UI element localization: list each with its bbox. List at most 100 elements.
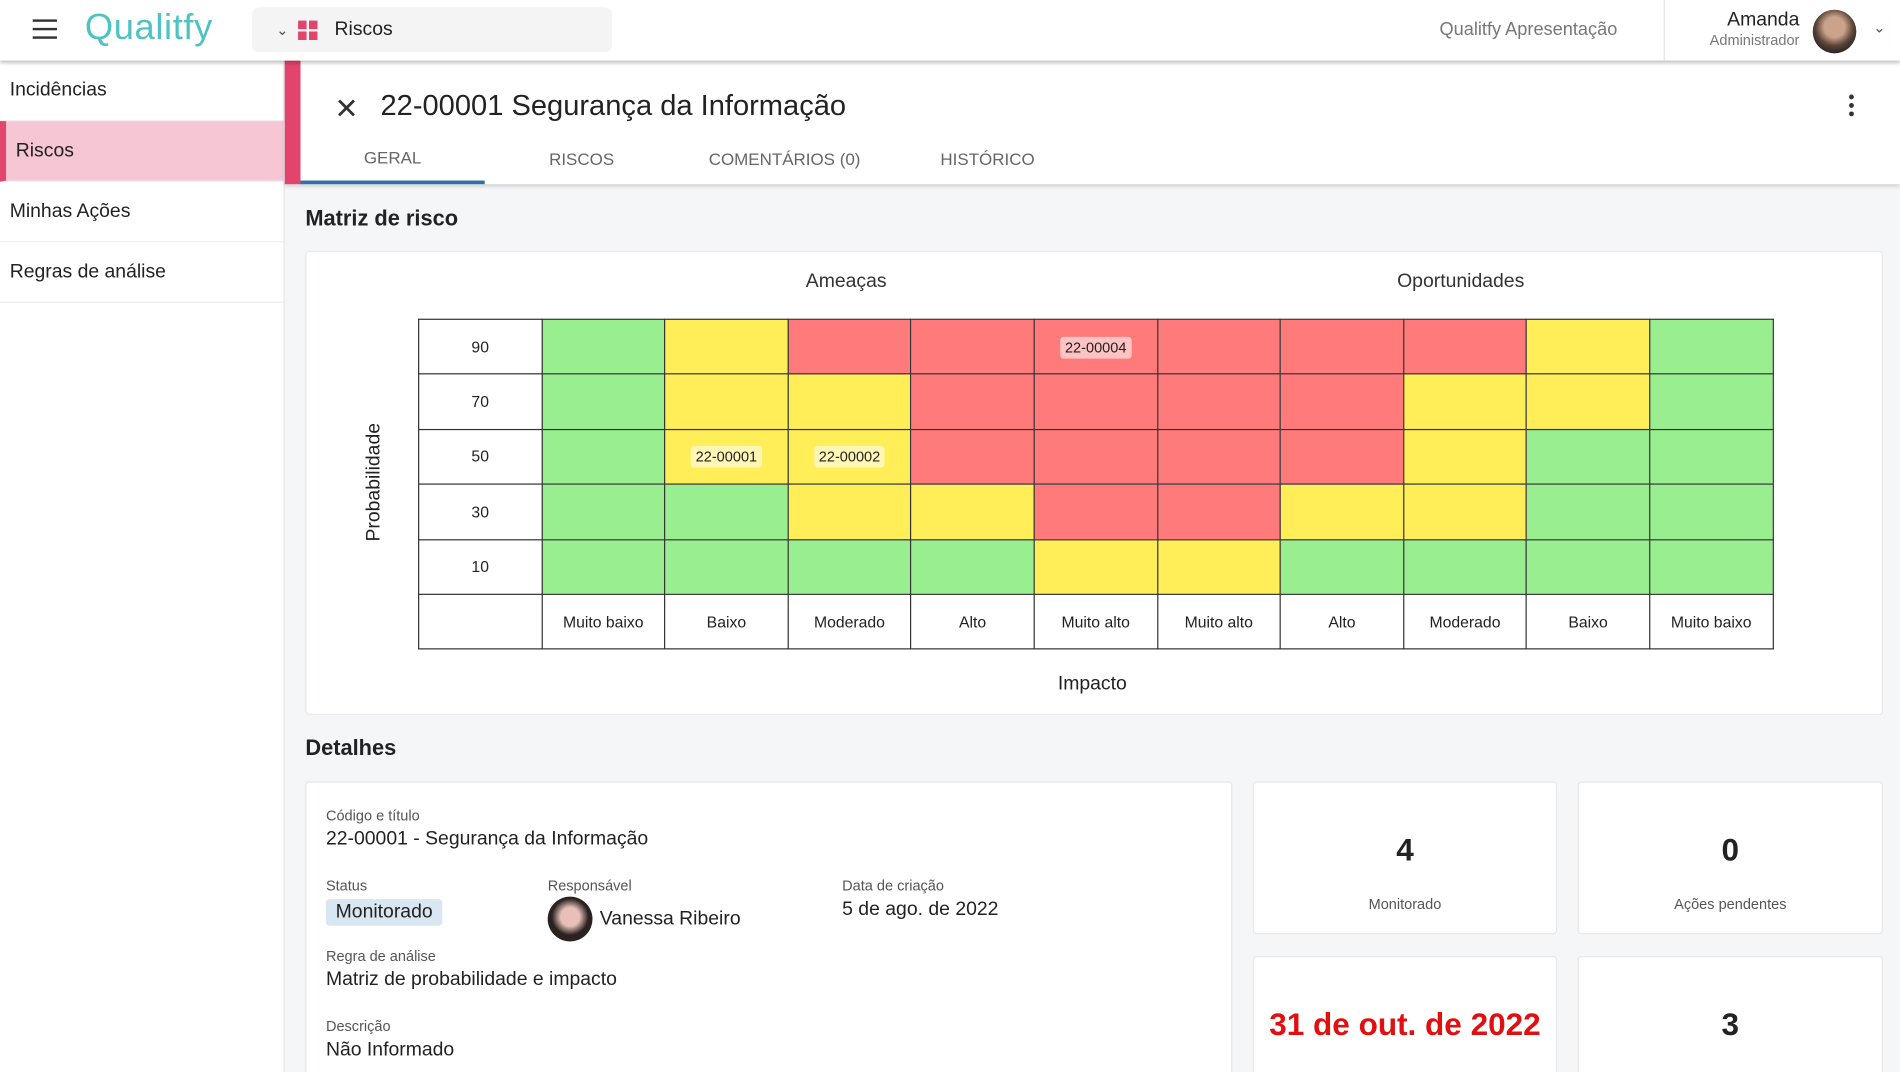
chevron-down-icon: ⌄ [276, 21, 289, 39]
column-label: Muito baixo [1649, 593, 1774, 650]
kpi-card: 3 [1577, 956, 1883, 1072]
matrix-cell[interactable] [1525, 483, 1651, 540]
matrix-cell[interactable] [1649, 428, 1774, 485]
matrix-cell[interactable]: 22-00001 [664, 428, 789, 485]
matrix-cell[interactable] [910, 373, 1035, 430]
matrix-cell[interactable] [910, 538, 1035, 595]
matrix-cell[interactable] [1033, 428, 1158, 485]
risk-marker[interactable]: 22-00004 [1060, 336, 1132, 359]
matrix-cell[interactable] [541, 483, 666, 540]
hamburger-menu-icon[interactable] [32, 19, 57, 39]
description-value: Não Informado [325, 1039, 455, 1061]
kpi-value: 0 [1721, 831, 1740, 868]
sidebar-item-riscos[interactable]: Riscos [0, 121, 284, 182]
risk-marker[interactable]: 22-00001 [690, 446, 762, 469]
matrix-cell[interactable] [1033, 538, 1158, 595]
matrix-cell[interactable] [541, 538, 666, 595]
module-selector[interactable]: ⌄ Riscos [252, 7, 612, 53]
matrix-cell[interactable] [910, 428, 1035, 485]
matrix-cell[interactable] [664, 318, 789, 375]
matrix-cell[interactable] [664, 538, 789, 595]
matrix-cell[interactable] [1279, 318, 1405, 375]
matrix-cell[interactable] [910, 318, 1035, 375]
close-icon[interactable]: ✕ [334, 93, 359, 127]
field-label: Responsável [547, 877, 632, 895]
matrix-cell[interactable] [1279, 373, 1405, 430]
matrix-cell[interactable] [664, 373, 789, 430]
risk-marker[interactable]: 22-00002 [813, 446, 886, 469]
matrix-cell[interactable] [1156, 538, 1281, 595]
record-header: ✕ 22-00001 Segurança da Informação GERAL… [284, 60, 1900, 185]
risk-matrix: 90 22-00004 70 50 22-00001 22-00002 30 10 Muito … [418, 318, 1774, 650]
matrix-cell[interactable] [910, 483, 1035, 540]
tab-geral[interactable]: GERAL [300, 133, 485, 185]
sidebar-item-minhas-acoes[interactable]: Minhas Ações [0, 182, 284, 243]
matrix-cell[interactable] [541, 373, 666, 430]
matrix-cell[interactable]: 22-00004 [1033, 318, 1158, 375]
tab-historico[interactable]: HISTÓRICO [940, 149, 1035, 169]
matrix-cell[interactable] [787, 538, 912, 595]
matrix-cell[interactable] [1649, 318, 1774, 375]
matrix-cell[interactable] [1279, 538, 1405, 595]
matrix-cell[interactable] [1649, 538, 1774, 595]
matrix-cell[interactable] [664, 483, 789, 540]
module-label: Riscos [334, 18, 393, 40]
matrix-cell[interactable] [1649, 373, 1774, 430]
matrix-cell[interactable] [1525, 373, 1651, 430]
field-label: Descrição [325, 1017, 391, 1035]
chevron-down-icon[interactable]: ⌄ [1873, 19, 1886, 37]
kpi-card: 0 Ações pendentes [1577, 781, 1883, 935]
matrix-cell[interactable] [1402, 428, 1528, 485]
kpi-value: 31 de out. de 2022 [1269, 1005, 1541, 1043]
matrix-cell[interactable] [1525, 318, 1651, 375]
matrix-cell[interactable] [1402, 373, 1528, 430]
matrix-cell[interactable] [1649, 483, 1774, 540]
matrix-cell[interactable] [1156, 483, 1281, 540]
user-role: Administrador [1709, 31, 1800, 49]
kpi-value: 4 [1396, 831, 1414, 868]
matrix-cell[interactable] [787, 318, 912, 375]
matrix-cell[interactable] [1279, 483, 1405, 540]
matrix-cell[interactable] [1402, 538, 1528, 595]
more-options-icon[interactable] [1849, 94, 1854, 117]
creation-date-value: 5 de ago. de 2022 [842, 899, 999, 920]
tab-riscos[interactable]: RISCOS [549, 149, 615, 169]
matrix-cell[interactable] [1156, 428, 1281, 485]
row-label: 30 [418, 483, 543, 540]
avatar[interactable] [1812, 9, 1857, 54]
matrix-cell[interactable] [787, 483, 912, 540]
matrix-cell[interactable] [1156, 318, 1281, 375]
user-menu[interactable]: Amanda Administrador [1696, 10, 1800, 49]
matrix-cell[interactable] [541, 318, 666, 375]
sidebar-item-regras[interactable]: Regras de análise [0, 242, 284, 303]
field-label: Status [325, 877, 368, 895]
matrix-cell[interactable] [541, 428, 666, 485]
matrix-cell[interactable] [1525, 538, 1651, 595]
column-label: Alto [910, 593, 1035, 650]
sidebar: Incidências Riscos Minhas Ações Regras d… [0, 60, 285, 1072]
matrix-cell[interactable] [1156, 373, 1281, 430]
matrix-cell[interactable] [1402, 483, 1528, 540]
divider [1663, 0, 1665, 61]
page-title: 22-00001 Segurança da Informação [380, 89, 847, 123]
matrix-cell[interactable] [1033, 373, 1158, 430]
sidebar-item-incidencias[interactable]: Incidências [0, 61, 284, 122]
matrix-cell[interactable]: 22-00002 [787, 428, 912, 485]
section-title-details: Detalhes [305, 735, 397, 760]
row-label: 50 [418, 428, 543, 485]
row-label: 90 [418, 318, 543, 375]
column-label: Alto [1279, 593, 1405, 650]
row-label: 70 [418, 373, 543, 430]
matrix-cell[interactable] [1525, 428, 1651, 485]
company-name[interactable]: Qualitfy Apresentação [1439, 19, 1618, 40]
matrix-cell[interactable] [787, 373, 912, 430]
code-title-value: 22-00001 - Segurança da Informação [325, 828, 649, 850]
matrix-cell[interactable] [1279, 428, 1405, 485]
x-axis-label: Impacto [1057, 673, 1127, 695]
column-label: Muito alto [1033, 593, 1158, 650]
top-bar: Qualitfy ⌄ Riscos Qualitfy Apresentação A… [0, 0, 1900, 61]
matrix-cell[interactable] [1402, 318, 1528, 375]
field-label: Data de criação [842, 877, 944, 895]
tab-comentarios[interactable]: COMENTÁRIOS (0) [708, 149, 861, 169]
matrix-cell[interactable] [1033, 483, 1158, 540]
